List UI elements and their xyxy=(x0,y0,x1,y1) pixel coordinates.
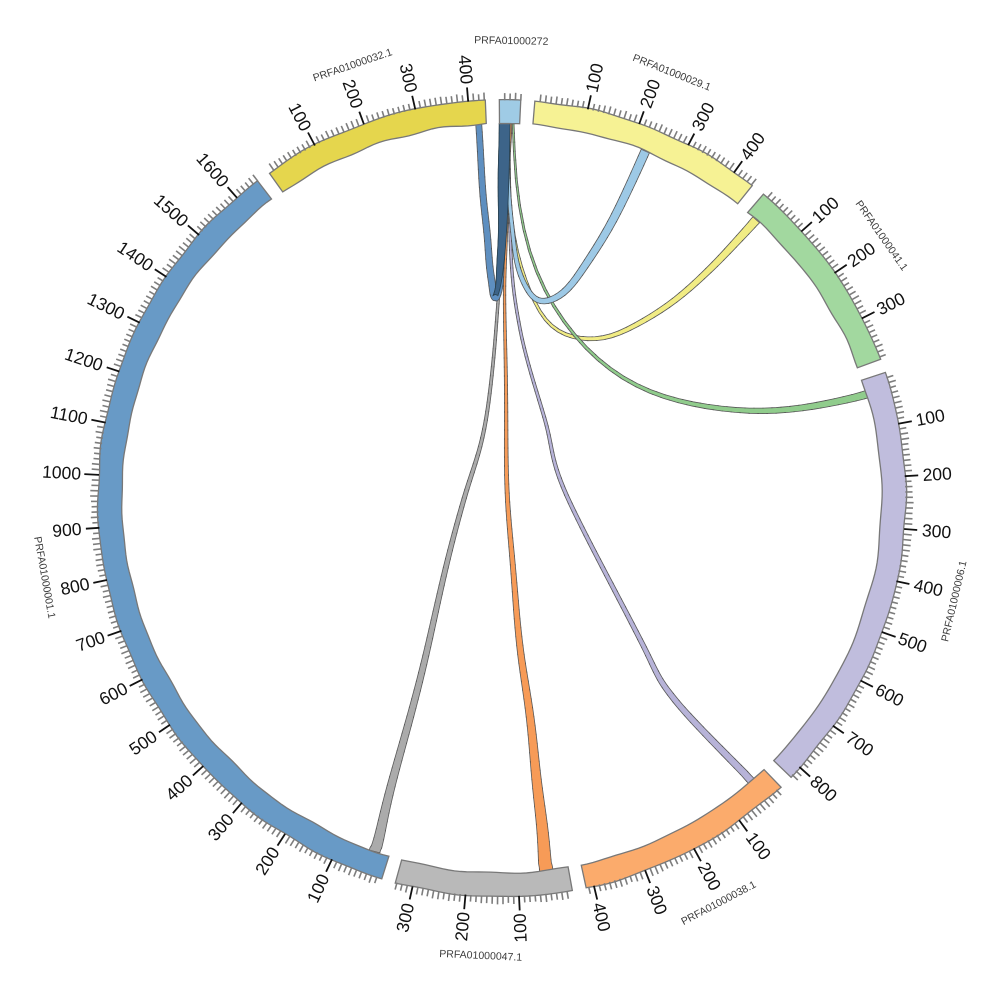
svg-text:200: 200 xyxy=(922,463,953,485)
svg-text:PRFA01000272: PRFA01000272 xyxy=(474,34,549,48)
svg-text:900: 900 xyxy=(52,519,83,541)
svg-text:200: 200 xyxy=(451,911,474,942)
svg-text:100: 100 xyxy=(510,913,531,943)
svg-text:300: 300 xyxy=(921,520,952,542)
svg-text:400: 400 xyxy=(455,54,477,85)
svg-text:1000: 1000 xyxy=(42,461,82,483)
